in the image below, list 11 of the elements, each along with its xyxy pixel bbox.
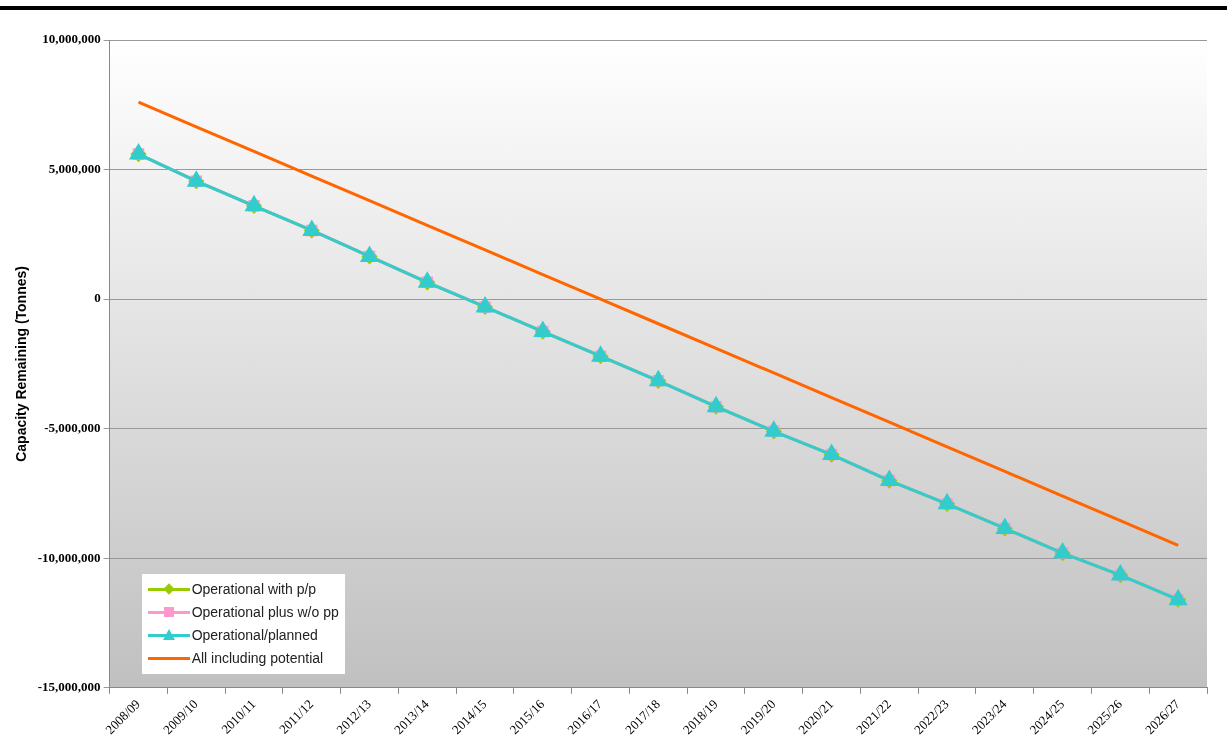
legend-label: Operational/planned [191, 627, 318, 644]
y-tick-label: 5,000,000 [48, 160, 101, 176]
y-tick-label: -15,000,000 [37, 679, 101, 695]
y-tick-label: -10,000,000 [37, 549, 101, 565]
legend-label: Operational plus w/o pp [191, 604, 339, 621]
y-axis-title: Capacity Remaining (Tonnes) [13, 266, 30, 462]
y-tick-label: 10,000,000 [42, 31, 101, 47]
y-tick-label: 0 [94, 290, 101, 306]
legend-label: Operational with p/p [191, 581, 317, 598]
legend-label: All including potential [191, 650, 324, 667]
y-tick-label: -5,000,000 [44, 420, 101, 436]
